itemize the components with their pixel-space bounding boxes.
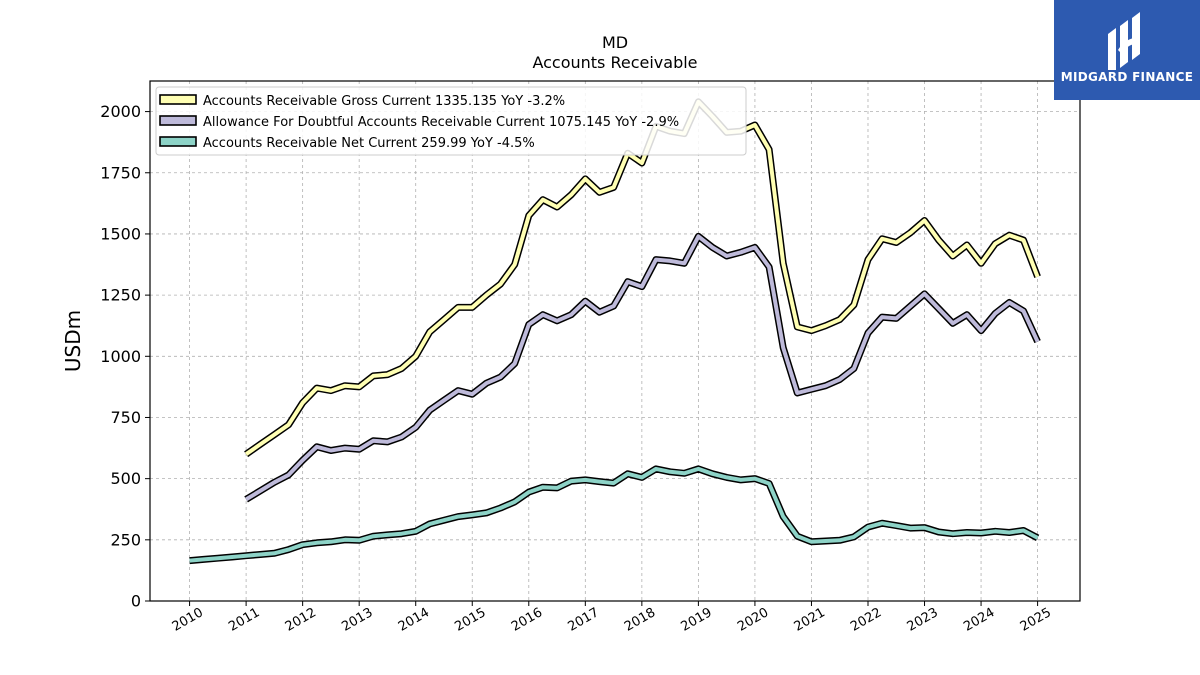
y-tick-label: 0 (131, 592, 141, 611)
legend-label: Allowance For Doubtful Accounts Receivab… (203, 115, 679, 130)
y-tick-label: 1750 (100, 163, 141, 182)
legend-box (155, 86, 747, 156)
series-line (189, 466, 1039, 563)
chart-subtitle: Accounts Receivable (532, 53, 697, 72)
legend-label: Accounts Receivable Gross Current 1335.1… (203, 94, 565, 109)
legend-swatch (159, 94, 197, 105)
y-tick-label: 2000 (100, 102, 141, 121)
y-tick-label: 1250 (100, 286, 141, 305)
plot-frame (149, 80, 1081, 602)
y-tick-label: 500 (110, 469, 141, 488)
y-axis-label: USDm (61, 310, 85, 372)
logo-mark-icon (1108, 12, 1140, 70)
series-line (244, 99, 1040, 456)
legend-swatch (159, 115, 197, 126)
y-tick-label: 250 (110, 530, 141, 549)
logo-text: MIDGARD FINANCE (1061, 70, 1193, 84)
series-line (245, 234, 1040, 502)
legend-swatch (159, 136, 197, 147)
legend: Accounts Receivable Gross Current 1335.1… (155, 86, 747, 156)
y-tick-label: 1000 (100, 347, 141, 366)
y-tick-label: 1500 (100, 224, 141, 243)
y-tick-label: 750 (110, 408, 141, 427)
brand-logo: MIDGARD FINANCE (1054, 0, 1200, 100)
series-lines (189, 98, 1041, 565)
y-axis-ticks: 0 250 500 750 1000 1250 1500 1750 2000 (100, 102, 150, 611)
legend-label: Accounts Receivable Net Current 259.99 Y… (203, 136, 535, 151)
chart-title: MD (602, 33, 628, 52)
